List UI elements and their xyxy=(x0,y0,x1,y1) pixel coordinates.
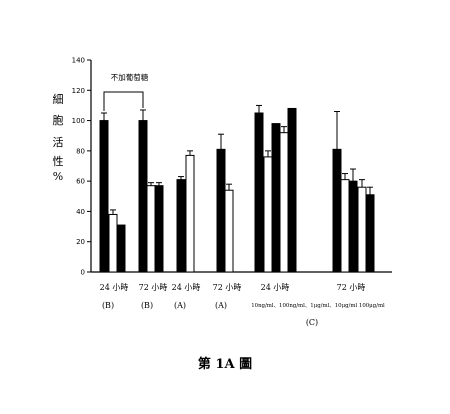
concentration-labels: 10ng/ml、100ng/ml、1μg/ml、10μg/ml 100μg/ml xyxy=(251,303,385,309)
bar-g2-b1 xyxy=(185,154,195,273)
group-label: 72 小時 xyxy=(139,283,168,292)
bar-g4-b4 xyxy=(287,107,297,273)
group-label: 24 小時 xyxy=(100,283,129,292)
y-tick-label-40: 40 xyxy=(76,208,85,216)
bar-g0-b2 xyxy=(116,224,126,273)
x-axis-labels: 24 小時 (B) 72 小時 (B) 24 小時 (A) 72 小時 (A) 24 小時 72 … xyxy=(100,283,385,327)
bar-g5-b4 xyxy=(365,194,375,273)
y-tick-label-140: 140 xyxy=(72,57,85,65)
group-sub-label: (A) xyxy=(215,301,227,310)
bar-g4-b3 xyxy=(279,132,289,273)
y-label-char: % xyxy=(53,170,63,183)
y-label-char: 活 xyxy=(53,136,64,149)
y-tick-label-120: 120 xyxy=(72,87,85,95)
bar-g4-b1 xyxy=(263,156,273,273)
group-label: 24 小時 xyxy=(172,283,201,292)
group-label: 72 小時 xyxy=(337,283,366,292)
annotation-bracket xyxy=(103,91,144,111)
bar-g5-b0 xyxy=(332,148,342,273)
y-tick-label-80: 80 xyxy=(76,147,85,155)
figure-caption: 第 1A 圖 xyxy=(198,356,252,372)
bar-g4-b2 xyxy=(271,123,281,273)
group-label: 24 小時 xyxy=(261,283,290,292)
annotation: 不加葡萄糖 xyxy=(103,72,149,111)
bar-g3-b1 xyxy=(224,189,234,273)
annotation-text: 不加葡萄糖 xyxy=(111,72,149,82)
bar-g1-b1 xyxy=(146,185,156,273)
bar-g5-b3 xyxy=(357,186,367,273)
bar-g4-b0 xyxy=(254,112,264,273)
y-tick-label-20: 20 xyxy=(76,238,85,246)
bar-g0-b1 xyxy=(108,213,118,273)
y-label-char: 細 xyxy=(53,93,64,106)
bar-g0-b0 xyxy=(99,120,109,273)
y-label-char: 性 xyxy=(53,154,64,168)
bar-g5-b2 xyxy=(348,180,358,273)
group-sub-label: (B) xyxy=(141,301,153,310)
group-sub-label: (A) xyxy=(174,301,186,310)
bar-g5-b1 xyxy=(340,179,350,273)
y-tick-label-0: 0 xyxy=(81,269,85,277)
bar-g1-b0 xyxy=(138,120,148,273)
bar-g3-b0 xyxy=(216,148,226,273)
y-tick-label-100: 100 xyxy=(72,117,85,125)
group-sub-label: (B) xyxy=(102,301,114,310)
bar-g1-b2 xyxy=(154,185,164,273)
bars xyxy=(99,104,375,273)
group-c-label: (C) xyxy=(306,318,318,327)
group-label: 72 小時 xyxy=(213,283,242,292)
y-label-char: 胞 xyxy=(53,114,64,127)
y-tick-label-60: 60 xyxy=(76,178,85,186)
bar-g2-b0 xyxy=(176,179,186,273)
